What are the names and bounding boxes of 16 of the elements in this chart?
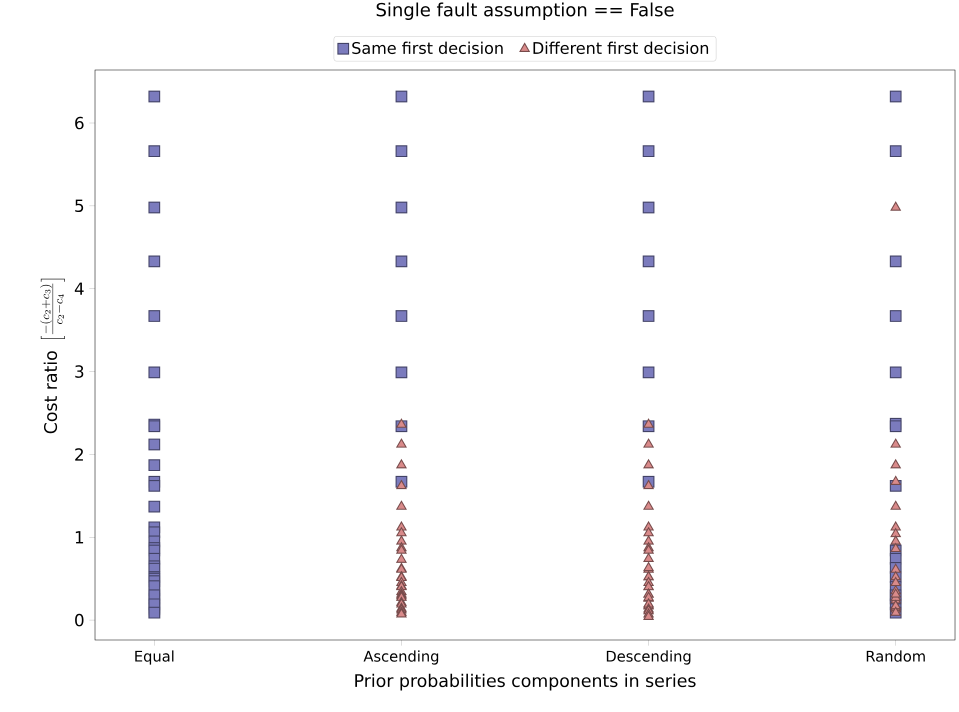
y-axis-title: $\mathrm{Cost\ ratio}\ \left[\frac{-(c_2+c_3)}{c_2-c_4}\right]$ [40, 278, 65, 434]
y-tick-label: 3 [75, 365, 84, 378]
y-tick-label: 6 [75, 116, 84, 130]
chart-title: Single fault assumption == False [376, 2, 674, 20]
y-tick-label: 5 [75, 200, 84, 212]
x-axis-title: Prior probabilities components in series [355, 674, 696, 690]
y-tick-label: 2 [75, 448, 83, 461]
x-tick-label: Random [866, 650, 925, 662]
y-tick-label: 4 [74, 282, 84, 295]
x-tick-label: Equal [135, 650, 174, 665]
x-tick-label: Ascending [364, 650, 438, 665]
x-tick-label: Descending [606, 650, 690, 665]
y-tick-label: 1 [76, 531, 84, 544]
legend-label: Same first decision [352, 42, 503, 54]
legend-label: Different first decision [533, 42, 708, 54]
y-tick-label: 0 [75, 614, 84, 626]
